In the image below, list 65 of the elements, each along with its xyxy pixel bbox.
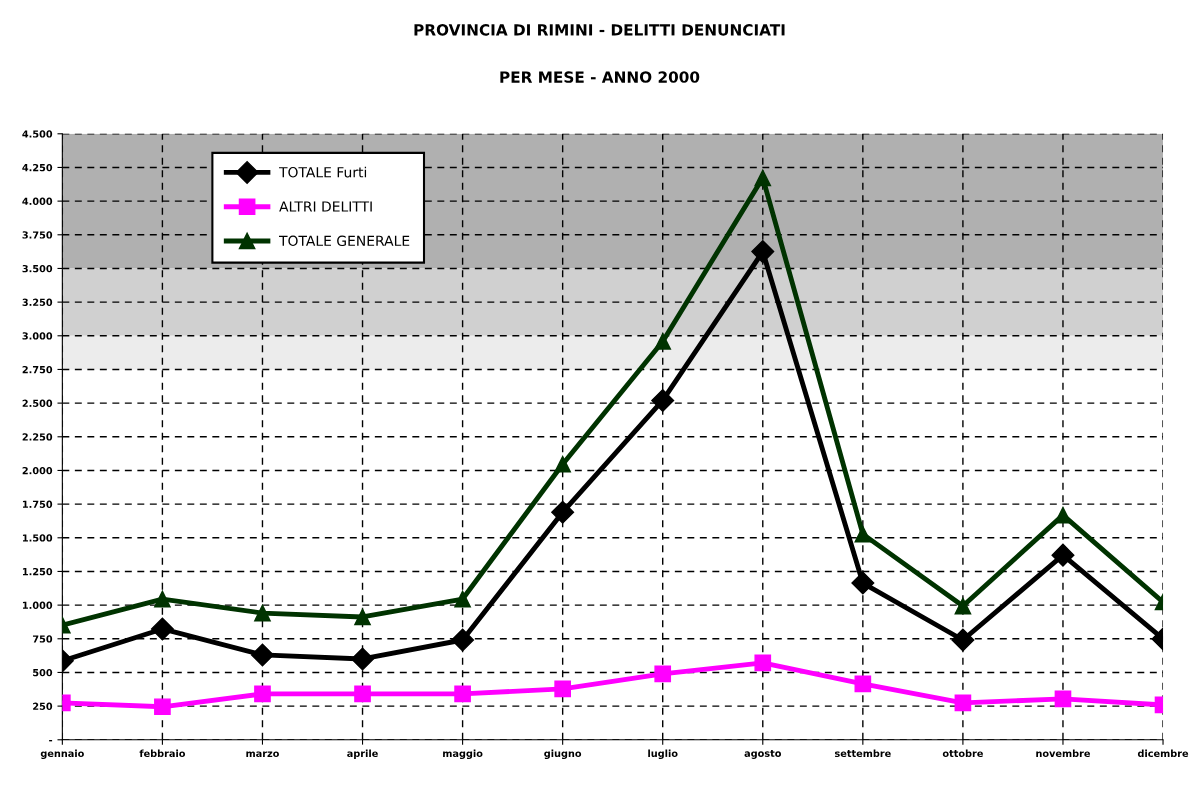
x-tick-label: agosto [744,749,782,759]
point [1054,690,1072,708]
chart-subtitle: PER MESE - ANNO 2000 [500,71,700,83]
point [451,628,475,652]
y-tick-label: 2.500 [22,399,53,407]
point [351,647,375,671]
point [454,685,471,703]
point [354,608,371,626]
point [254,685,271,703]
x-tick-label: dicembre [1137,749,1189,758]
y-tick-label: 3.750 [22,231,53,239]
y-tick-label: 750 [32,635,53,643]
point [854,525,872,543]
point [554,455,571,473]
x-tick-label: aprile [347,749,378,759]
legend-label: TOTALE Furti [279,166,367,178]
y-tick-label: 1.500 [22,534,53,542]
x-tick-label: gennaio [40,749,84,759]
point [554,680,571,698]
point [754,654,772,672]
point [854,675,872,693]
legend-label: ALTRI DELITTI [279,201,372,212]
y-tick-label: 250 [33,702,53,710]
x-tick-label: novembre [1036,749,1090,758]
point [1051,543,1075,567]
point [551,500,575,524]
point [754,169,772,187]
point [954,597,972,615]
point [951,628,975,652]
x-tick-label: ottobre [942,749,983,758]
point [154,698,171,716]
point [254,604,271,622]
point [654,333,672,350]
y-tick-label: 1.750 [22,500,53,508]
chart-title: PROVINCIA DI RIMINI - DELITTI DENUNCIATI [414,24,785,36]
point [150,617,174,641]
y-tick-label: 1.250 [22,567,53,576]
legend-label: TOTALE GENERALE [279,235,410,247]
x-tick-label: marzo [246,751,279,758]
point [454,590,471,608]
x-tick-label: luglio [648,749,678,759]
y-tick-label: 2.000 [22,466,53,475]
y-tick-label: 3.500 [22,264,53,273]
y-tick-label: 2.750 [22,365,53,374]
y-tick-label: 2.250 [22,433,53,441]
point [651,388,675,412]
point [851,571,875,595]
point [250,643,274,667]
y-tick-label: 4.250 [22,163,53,172]
x-tick-label: settembre [834,749,891,758]
y-tick-label: 3.250 [22,298,53,306]
point [654,665,672,683]
y-tick-label: 1.000 [22,601,53,609]
y-tick-label: 4.000 [22,197,53,205]
y-tick-label: - [49,739,53,742]
x-tick-label: giugno [544,749,582,759]
point [751,240,775,264]
point [354,685,371,703]
point [954,694,972,712]
point [154,590,171,608]
x-tick-label: febbraio [139,749,186,758]
x-tick-label: maggio [443,749,483,759]
y-tick-label: 4.500 [22,130,53,138]
y-tick-label: 500 [33,668,53,677]
y-tick-label: 3.000 [22,332,53,340]
